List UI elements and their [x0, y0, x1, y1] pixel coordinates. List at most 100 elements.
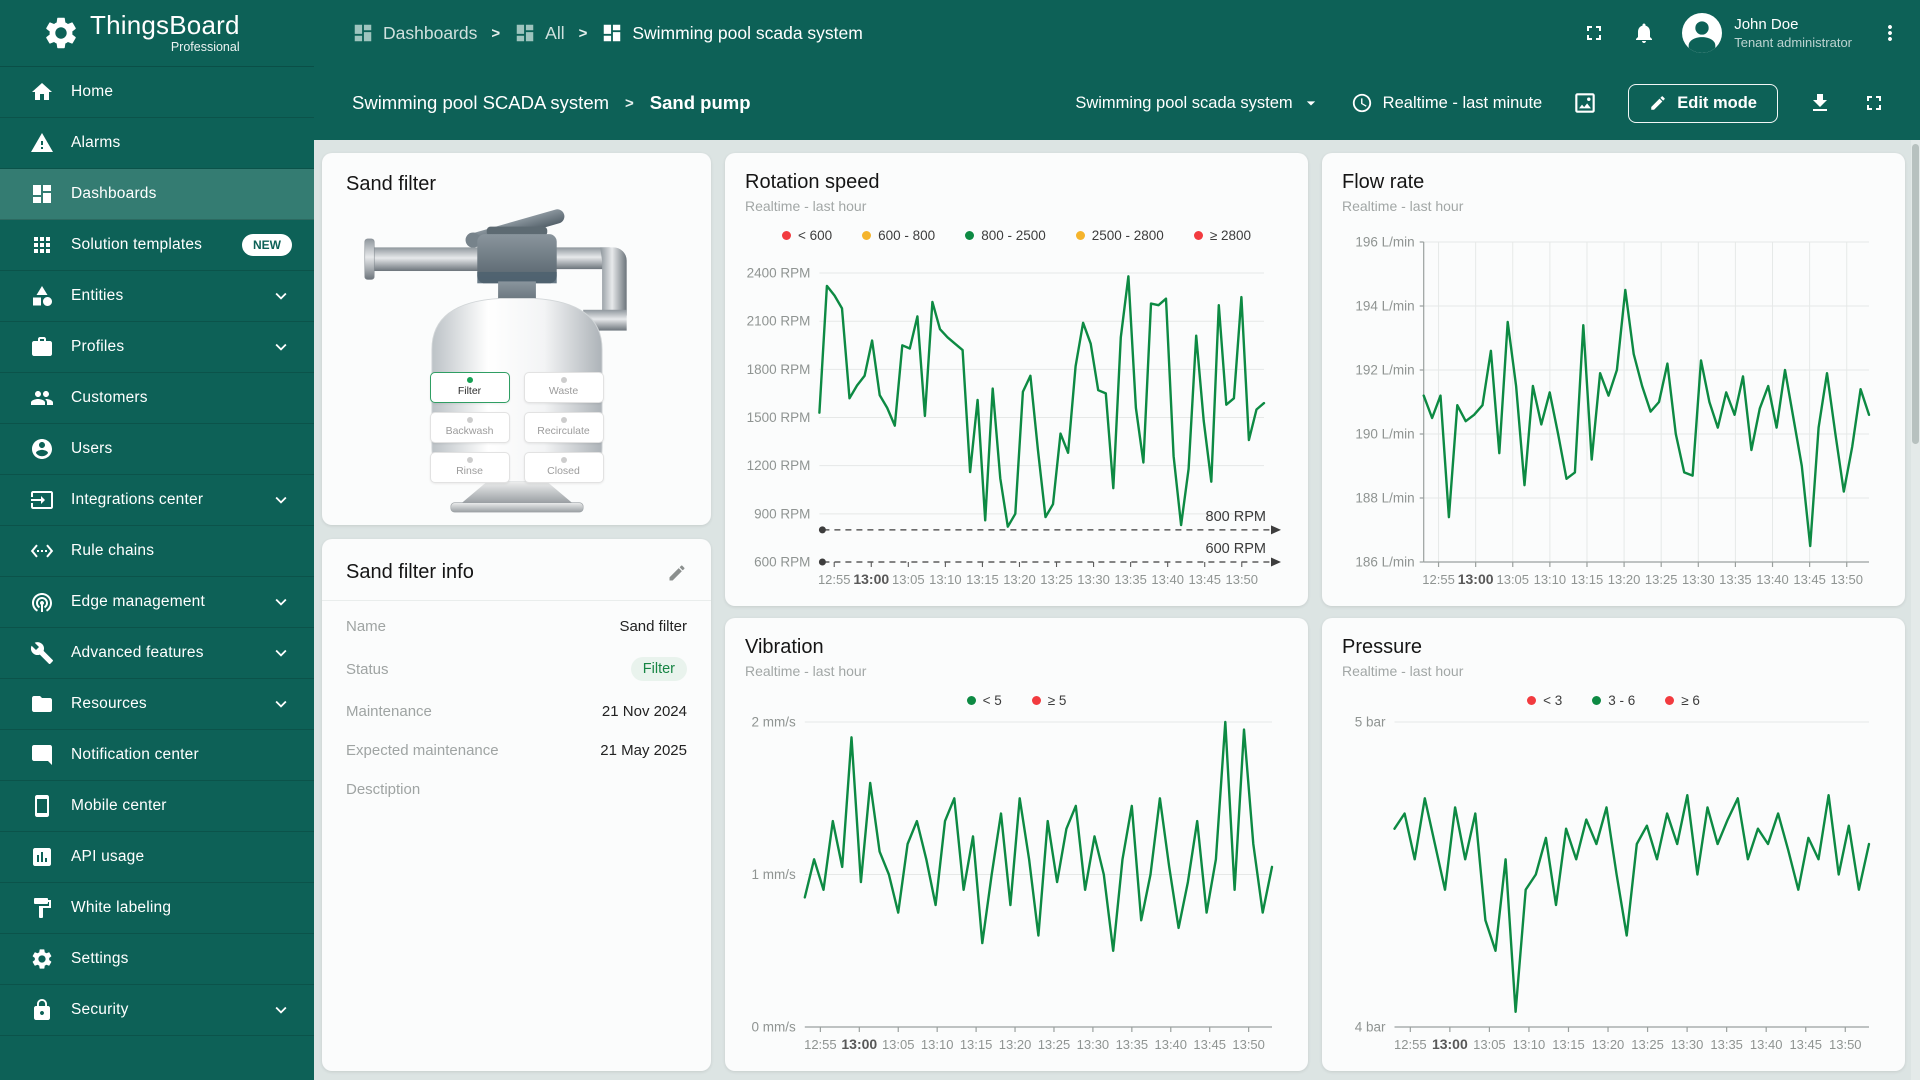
sand-filter-tank-image: Filter Waste Backwash Recirculate Rinse … — [347, 202, 687, 514]
sidebar-item-alarms[interactable]: Alarms — [0, 118, 314, 169]
svg-text:13:10: 13:10 — [921, 1037, 954, 1052]
sidebar-item-label: Alarms — [71, 134, 121, 151]
filter-mode-button-backwash[interactable]: Backwash — [429, 412, 510, 443]
sidebar-item-icon — [32, 83, 52, 100]
edit-pencil-icon[interactable] — [667, 563, 687, 583]
svg-text:12:55: 12:55 — [1394, 1037, 1427, 1052]
sand-filter-info-widget: Sand filter info Name Sand filter Status… — [322, 539, 711, 1071]
svg-text:13:05: 13:05 — [1496, 572, 1529, 587]
breadcrumb-label: Swimming pool scada system — [632, 22, 863, 43]
svg-text:13:45: 13:45 — [1793, 572, 1826, 587]
svg-text:13:40: 13:40 — [1154, 1037, 1187, 1052]
breadcrumb-item[interactable]: All — [514, 22, 565, 44]
top-bar: ThingsBoard Professional Dashboards > All >… — [0, 0, 1920, 66]
vertical-scrollbar[interactable] — [1911, 140, 1920, 1080]
user-name: John Doe — [1734, 16, 1799, 33]
filter-mode-button-closed[interactable]: Closed — [523, 452, 604, 483]
filter-mode-button-waste[interactable]: Waste — [523, 372, 604, 403]
legend-item: < 3 — [1527, 693, 1562, 708]
more-options-button[interactable] — [1878, 21, 1902, 45]
notifications-button[interactable] — [1632, 21, 1656, 45]
sidebar-item-api-usage[interactable]: API usage — [0, 832, 314, 883]
clock-icon — [1352, 93, 1371, 113]
sidebar-item-icon — [30, 642, 53, 664]
sand-filter-widget: Sand filter — [322, 153, 711, 525]
mode-indicator-dot — [466, 457, 473, 463]
legend-dot — [1031, 696, 1041, 705]
sidebar-item-security[interactable]: Security — [0, 985, 314, 1036]
fullscreen-button[interactable] — [1582, 21, 1606, 45]
edit-mode-label: Edit mode — [1677, 93, 1757, 112]
legend-item: 2500 - 2800 — [1075, 228, 1164, 243]
sidebar-item-customers[interactable]: Customers — [0, 373, 314, 424]
filter-mode-button-rinse[interactable]: Rinse — [429, 452, 510, 483]
sidebar-item-icon — [34, 237, 50, 253]
sidebar-item-users[interactable]: Users — [0, 424, 314, 475]
flow-rate-chart: 186 L/min 188 L/min 190 L/min 192 L/min 194 … — [1342, 232, 1885, 592]
svg-text:13:25: 13:25 — [1645, 572, 1678, 587]
pencil-icon — [1651, 96, 1665, 110]
breadcrumb-separator: > — [491, 24, 501, 42]
sidebar-item-rule-chains[interactable]: Rule chains — [0, 526, 314, 577]
sidebar-item-resources[interactable]: Resources — [0, 679, 314, 730]
vibration-chart: 0 mm/s 1 mm/s 2 mm/s 12:55 13:00 13:05 13:10 13… — [745, 712, 1288, 1057]
info-row: Desctiption — [322, 770, 711, 809]
svg-text:13:50: 13:50 — [1225, 572, 1258, 587]
caret-down-icon — [1306, 101, 1315, 106]
edit-mode-button[interactable]: Edit mode — [1628, 83, 1778, 123]
sidebar-item-entities[interactable]: Entities — [0, 271, 314, 322]
sidebar-item-notification-center[interactable]: Notification center — [0, 730, 314, 781]
mode-indicator-dot — [560, 377, 567, 383]
timewindow-button[interactable]: Realtime - last minute — [1351, 92, 1542, 114]
scrollbar-thumb[interactable] — [1912, 144, 1919, 444]
sidebar-item-edge-management[interactable]: Edge management — [0, 577, 314, 628]
chart-svg: 600 RPM 900 RPM 1200 RPM 1500 RPM 1800 RPM 21… — [747, 266, 1281, 587]
legend-item: 600 - 800 — [862, 228, 935, 243]
sidebar-item-profiles[interactable]: Profiles — [0, 322, 314, 373]
sidebar-item-icon — [35, 795, 49, 817]
dashboard-breadcrumb-current: Sand pump — [649, 92, 751, 113]
filter-mode-button-filter[interactable]: Filter — [429, 372, 510, 403]
sidebar-item-home[interactable]: Home — [0, 67, 314, 118]
legend-label: 2500 - 2800 — [1091, 228, 1164, 243]
mode-label: Filter — [457, 385, 482, 397]
sidebar-item-solution-templates[interactable]: Solution templates NEW — [0, 220, 314, 271]
svg-text:13:10: 13:10 — [1513, 1037, 1546, 1052]
sidebar-item-settings[interactable]: Settings — [0, 934, 314, 985]
user-menu[interactable]: John Doe Tenant administrator — [1682, 13, 1852, 53]
sidebar-item-dashboards[interactable]: Dashboards — [0, 169, 314, 220]
sidebar-item-icon — [31, 491, 53, 509]
sidebar-item-integrations-center[interactable]: Integrations center — [0, 475, 314, 526]
image-icon — [1575, 93, 1595, 113]
svg-text:13:45: 13:45 — [1193, 1037, 1226, 1052]
svg-text:5 bar: 5 bar — [1355, 715, 1386, 730]
dashboard-state-select[interactable]: Swimming pool scada system — [1075, 93, 1320, 113]
svg-text:13:15: 13:15 — [960, 1037, 993, 1052]
filter-mode-button-recirculate[interactable]: Recirculate — [523, 412, 604, 443]
brand-logo[interactable]: ThingsBoard Professional — [0, 0, 314, 66]
widget-subtitle: Realtime - last hour — [1342, 198, 1464, 214]
widget-title: Pressure — [1342, 636, 1423, 658]
pressure-chart: 4 bar 5 bar 12:55 13:00 13:05 13:10 13:15 13:20… — [1342, 712, 1885, 1057]
widget-title: Sand filter — [346, 173, 437, 195]
widget-title: Sand filter info — [346, 561, 474, 583]
svg-text:600 RPM: 600 RPM — [754, 555, 810, 570]
sidebar-item-advanced-features[interactable]: Advanced features — [0, 628, 314, 679]
download-button[interactable] — [1808, 91, 1832, 115]
chart-legend: < 5 ≥ 5 — [745, 693, 1288, 708]
svg-text:600 RPM: 600 RPM — [1206, 541, 1266, 557]
dashboard-breadcrumb-root[interactable]: Swimming pool SCADA system — [352, 92, 610, 113]
breadcrumb-item[interactable]: Swimming pool scada system — [601, 22, 863, 44]
sidebar-item-white-labeling[interactable]: White labeling — [0, 883, 314, 934]
legend-item: < 600 — [781, 228, 832, 243]
dashboard-image-button[interactable] — [1572, 90, 1598, 116]
user-role: Tenant administrator — [1734, 35, 1852, 50]
mode-label: Recirculate — [537, 425, 590, 437]
svg-text:13:20: 13:20 — [1608, 572, 1641, 587]
toolbar-fullscreen-button[interactable] — [1862, 91, 1886, 115]
breadcrumb-item[interactable]: Dashboards — [352, 22, 477, 44]
svg-text:192 L/min: 192 L/min — [1355, 363, 1414, 378]
sidebar-item-label: Profiles — [71, 338, 125, 355]
sidebar-item-mobile-center[interactable]: Mobile center — [0, 781, 314, 832]
legend-dot — [1527, 696, 1537, 705]
